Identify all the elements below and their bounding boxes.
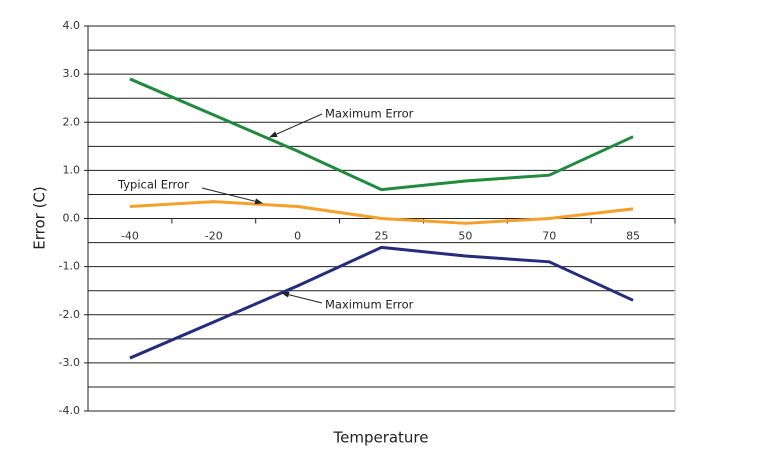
x-tick-label: 0 [294,230,301,243]
y-tick-label: 2.0 [63,115,81,128]
x-tick-label: 25 [375,230,389,243]
x-tick-label: -20 [205,230,223,243]
y-tick-label: 0.0 [63,212,81,225]
y-tick-label: -2.0 [59,308,80,321]
annotation: Maximum Error [325,107,414,121]
annotation-arrow [269,113,323,138]
x-tick-label: 50 [458,230,472,243]
y-tick-label: -1.0 [59,260,80,273]
y-tick-label: -4.0 [59,404,80,417]
series-line [129,77,634,192]
series-line [129,200,634,225]
annotation-arrow [201,187,263,205]
y-axis-title: Error (C) [31,186,49,250]
y-tick-label: 1.0 [63,163,81,176]
annotation: Maximum Error [325,298,414,312]
x-tick-label: 70 [542,230,556,243]
y-tick-label: -3.0 [59,356,80,369]
series-line [129,245,634,360]
x-axis-title: Temperature [332,429,428,447]
annotation: Typical Error [117,178,189,192]
y-tick-label: 4.0 [63,19,81,32]
annotation-arrow [281,291,323,304]
x-tick-label: 85 [626,230,640,243]
y-tick-label: 3.0 [63,67,81,80]
x-tick-label: -40 [121,230,139,243]
